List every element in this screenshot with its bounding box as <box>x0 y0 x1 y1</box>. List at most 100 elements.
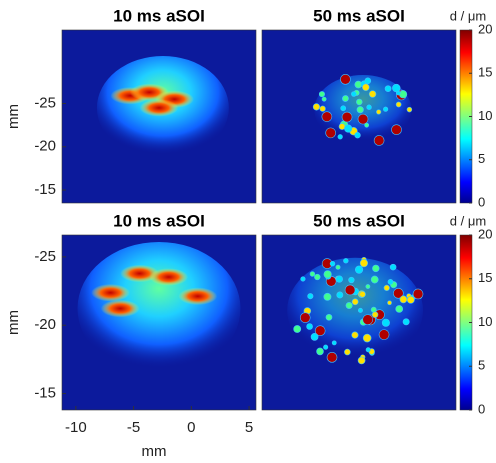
droplet <box>365 284 371 289</box>
droplet <box>395 305 404 313</box>
droplet <box>340 105 347 112</box>
droplet <box>319 105 326 112</box>
x-tick-label: 5 <box>245 419 253 436</box>
droplet <box>402 318 410 326</box>
hot-spot <box>91 284 130 302</box>
droplet <box>321 111 333 122</box>
droplet <box>325 313 333 321</box>
droplet <box>345 302 353 310</box>
droplet <box>392 83 401 93</box>
panel-title: 50 ms aSOI <box>313 211 405 230</box>
droplet <box>331 340 337 346</box>
tick-label: 0 <box>478 401 485 416</box>
droplet <box>348 276 355 284</box>
y-tick-label: -20 <box>34 138 56 155</box>
droplet <box>354 265 364 274</box>
y-axis-label: mm <box>5 104 22 129</box>
y-tick-label: -15 <box>34 385 56 402</box>
droplet <box>371 311 379 318</box>
droplet <box>354 132 361 139</box>
droplet <box>342 95 349 102</box>
droplet <box>312 103 321 111</box>
tick-label: 0 <box>478 194 485 209</box>
droplet <box>381 318 390 327</box>
droplet <box>391 124 402 136</box>
droplet <box>344 348 351 356</box>
droplet <box>366 104 372 110</box>
droplet <box>310 333 319 341</box>
droplet <box>314 325 326 336</box>
droplet <box>384 85 392 92</box>
droplet <box>293 325 302 333</box>
droplet <box>373 135 385 146</box>
droplet <box>341 111 353 123</box>
droplet <box>306 323 313 330</box>
droplet <box>406 106 413 113</box>
droplet <box>329 260 336 267</box>
droplet <box>383 284 390 292</box>
tick-label: 15 <box>478 65 492 80</box>
panel-title: 10 ms aSOI <box>113 6 205 25</box>
droplet <box>376 109 382 115</box>
y-tick-label: -25 <box>34 248 56 265</box>
droplet <box>362 83 370 92</box>
panel-frame <box>261 29 457 204</box>
tick-label: 10 <box>478 314 492 329</box>
tick-label: 20 <box>478 21 492 36</box>
panel-frame <box>261 234 457 411</box>
panel-title: 50 ms aSOI <box>313 6 405 25</box>
droplet <box>351 331 359 339</box>
droplet <box>389 263 397 271</box>
droplet <box>307 293 314 300</box>
panel-title: 10 ms aSOI <box>113 211 205 230</box>
droplet <box>364 122 370 128</box>
y-axis-label: mm <box>5 310 22 335</box>
panel-frame <box>61 234 257 411</box>
tick-label: 5 <box>478 151 485 166</box>
droplet <box>351 298 359 306</box>
droplet <box>344 124 353 133</box>
droplet <box>336 291 344 299</box>
panel-frame <box>61 29 257 204</box>
droplet <box>399 90 408 99</box>
droplet <box>368 90 377 98</box>
hot-spot <box>100 299 140 318</box>
droplet <box>362 333 372 343</box>
droplet <box>406 295 415 304</box>
droplet <box>351 91 357 97</box>
droplet <box>399 295 408 304</box>
y-tick-label: -20 <box>34 316 56 333</box>
droplet <box>356 98 363 106</box>
droplet <box>359 258 369 268</box>
droplet <box>357 307 363 313</box>
colorbar-label: d / μm <box>450 213 486 228</box>
droplet <box>365 347 371 353</box>
tick-label: 20 <box>478 226 492 241</box>
droplet <box>325 127 336 139</box>
droplet <box>387 279 394 285</box>
hot-spot <box>139 99 179 117</box>
droplet <box>364 77 372 85</box>
droplet <box>335 275 343 283</box>
droplet <box>412 288 424 300</box>
droplet <box>370 275 379 284</box>
y-tick-label: -25 <box>34 94 56 111</box>
droplet <box>323 344 329 350</box>
droplet <box>340 74 351 85</box>
colorbar-label: d / μm <box>450 8 486 23</box>
hot-spot <box>120 264 159 283</box>
x-tick-label: 0 <box>187 419 195 436</box>
droplet <box>316 347 324 356</box>
hot-spot <box>178 287 218 305</box>
droplet <box>372 264 380 273</box>
droplet <box>356 106 364 114</box>
droplet <box>309 271 316 277</box>
droplet <box>337 134 343 140</box>
droplet <box>300 276 306 282</box>
droplet <box>383 106 389 112</box>
droplet <box>387 300 392 306</box>
droplet <box>318 91 325 98</box>
droplet <box>344 284 356 296</box>
droplet <box>378 329 390 340</box>
